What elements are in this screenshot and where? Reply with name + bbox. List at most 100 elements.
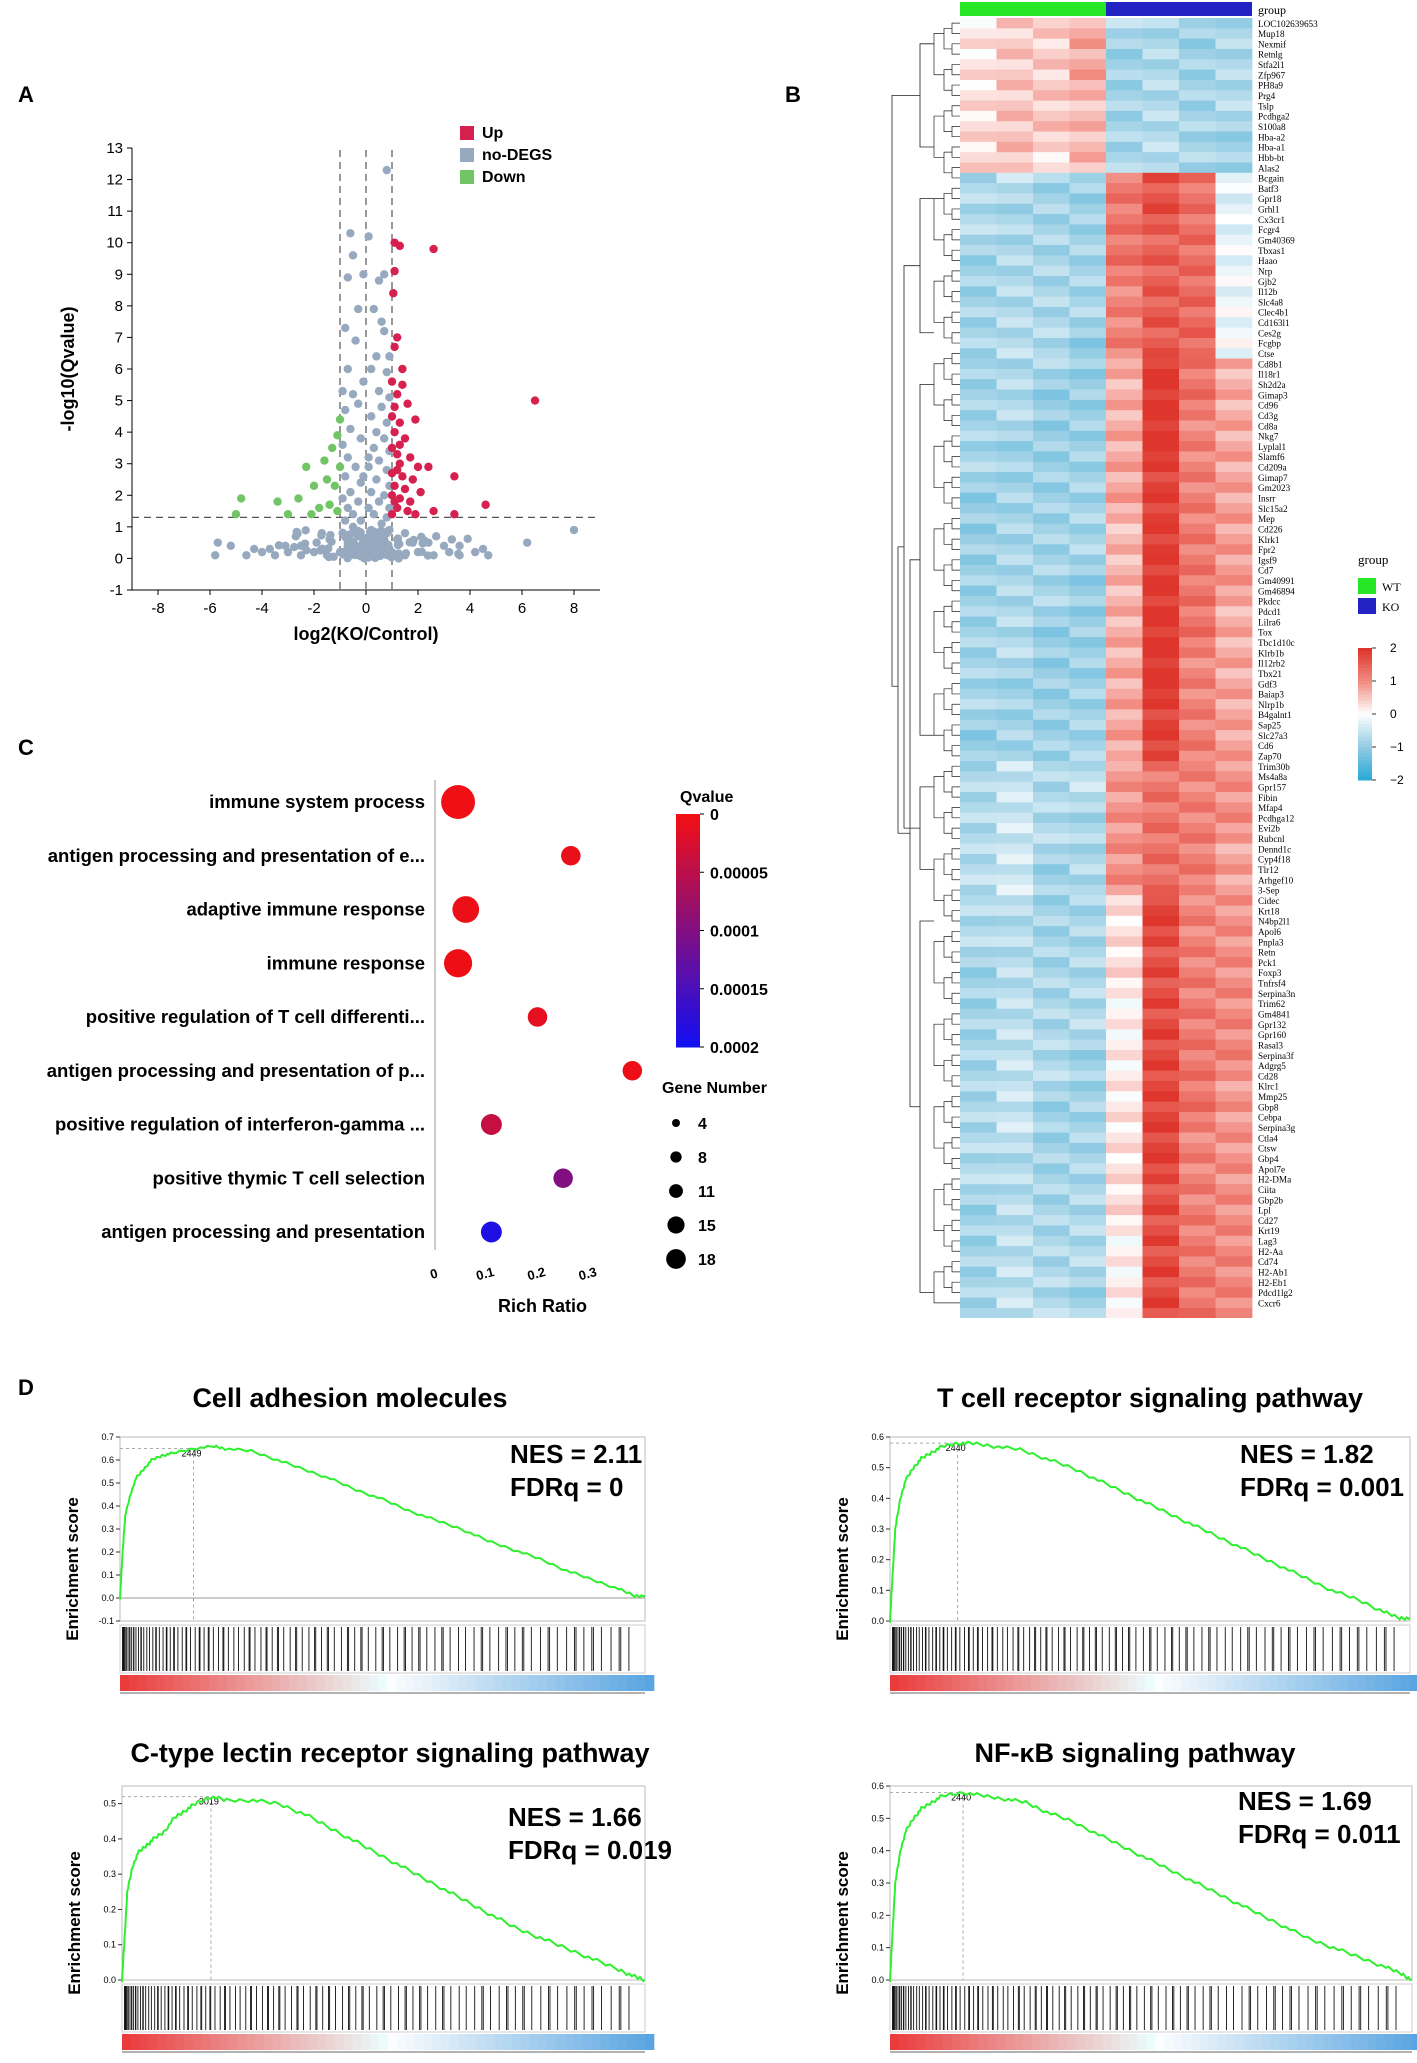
rank-gradient-step <box>449 1675 459 1691</box>
heatmap-cell <box>1215 895 1253 906</box>
panel-label-a: A <box>18 82 34 107</box>
heatmap-cell <box>1106 399 1143 411</box>
heatmap-cell <box>1069 79 1107 91</box>
y-tick-label: 12 <box>106 172 123 189</box>
heatmap-cell <box>1142 317 1180 328</box>
volcano-point-no-degs <box>348 510 358 519</box>
dendrogram-branch <box>919 43 934 148</box>
heatmap-cell <box>1215 410 1253 421</box>
heatmap-cell <box>1142 678 1180 690</box>
rank-gradient-step <box>1013 2034 1024 2050</box>
heatmap-cell <box>1069 626 1107 638</box>
heatmap-cell <box>1033 864 1070 875</box>
dendrogram-branch <box>951 456 960 468</box>
gene-label: Cd96 <box>1258 401 1278 411</box>
heatmap-cell <box>1215 245 1253 256</box>
heatmap-cell <box>1215 358 1253 370</box>
heatmap-cell <box>960 1060 997 1072</box>
term-bubble <box>553 1168 573 1189</box>
heatmap-cell <box>960 647 997 659</box>
qvalue-colorbar-step <box>676 942 700 949</box>
qvalue-tick-label: 0 <box>710 807 719 824</box>
dendrogram-branch <box>951 703 960 715</box>
legend-label: Up <box>482 125 504 142</box>
gene-label: Cyp4f18 <box>1258 855 1291 865</box>
volcano-point-no-degs <box>367 487 376 497</box>
heatmap-cell <box>1033 595 1070 607</box>
heatmap-cell <box>1069 895 1107 906</box>
volcano-point-up <box>530 396 540 405</box>
heatmap-cell <box>1033 1204 1070 1216</box>
gene-label: Trim62 <box>1258 999 1286 1009</box>
dendrogram-branch <box>943 275 952 297</box>
heatmap-cell <box>1215 214 1253 225</box>
heatmap-cell <box>1069 936 1107 948</box>
colorbar-step <box>1358 760 1372 764</box>
heatmap-cell <box>1215 276 1253 287</box>
heatmap-cell <box>1215 988 1253 999</box>
heatmap-cell <box>1069 957 1107 968</box>
heatmap-cell <box>1069 709 1107 721</box>
heatmap-cell <box>1142 183 1180 194</box>
heatmap-cell <box>1106 1163 1143 1175</box>
heatmap-cell <box>1069 172 1107 184</box>
heatmap-cell <box>1142 1070 1180 1082</box>
volcano-point-down <box>302 462 311 472</box>
heatmap-cell <box>960 203 997 215</box>
heatmap-cell <box>1215 761 1253 772</box>
rank-gradient-step <box>306 1675 317 1691</box>
heatmap-cell <box>960 1215 997 1226</box>
heatmap-cell <box>1179 317 1216 328</box>
volcano-point-no-degs <box>326 530 335 540</box>
rank-gradient-step <box>556 1675 566 1691</box>
gene-label: Ciita <box>1258 1185 1276 1195</box>
gene-label: Gm2023 <box>1258 483 1291 493</box>
heatmap-cell <box>1179 699 1216 710</box>
heatmap-cell <box>1179 1225 1216 1237</box>
heatmap-cell <box>1215 606 1253 617</box>
heatmap-cell <box>1033 626 1070 638</box>
heatmap-cell <box>1179 1008 1216 1020</box>
heatmap-cell <box>1179 276 1216 287</box>
rank-gradient-step <box>1163 1675 1173 1691</box>
heatmap-cell <box>1142 296 1180 308</box>
volcano-point-no-degs <box>270 551 280 560</box>
rank-gradient-step <box>609 2034 619 2050</box>
heatmap-cell <box>1179 998 1216 1010</box>
rank-gradient-step <box>184 2034 194 2050</box>
volcano-point-no-degs <box>257 547 267 557</box>
heatmap-cell <box>1106 152 1143 163</box>
heatmap-cell <box>996 482 1034 494</box>
heatmap-cell <box>1069 224 1107 236</box>
colorbar-step <box>1358 677 1372 682</box>
gene-label: Arhgef10 <box>1258 875 1294 885</box>
heatmap-cell <box>996 28 1034 40</box>
heatmap-cell <box>1106 38 1143 50</box>
heatmap-cell <box>1142 1297 1180 1309</box>
volcano-point-no-degs <box>301 526 310 535</box>
heatmap-cell <box>1106 245 1143 256</box>
rank-gradient-step <box>342 1675 352 1691</box>
heatmap-cell <box>996 977 1034 989</box>
heatmap-cell <box>1179 306 1216 318</box>
volcano-point-down <box>333 431 342 440</box>
heatmap-cell <box>960 441 997 452</box>
heatmap-cell <box>1033 296 1070 308</box>
heatmap-cell <box>1179 1246 1216 1257</box>
volcano-point-no-degs <box>569 525 579 535</box>
heatmap-cell <box>1215 977 1253 989</box>
heatmap-cell <box>960 1142 997 1154</box>
heatmap-cell <box>960 761 997 772</box>
heatmap-cell <box>1069 162 1107 174</box>
heatmap-cell <box>1106 761 1143 772</box>
heatmap-cell <box>996 792 1034 803</box>
x-tick-label: 4 <box>466 600 474 617</box>
heatmap-cell <box>1069 1029 1107 1041</box>
heatmap-cell <box>1033 709 1070 721</box>
heatmap-cell <box>1179 18 1216 29</box>
volcano-point-up <box>403 506 412 516</box>
volcano-point-up <box>400 434 410 443</box>
heatmap-cell <box>1106 503 1143 514</box>
volcano-point-no-degs <box>317 531 326 540</box>
